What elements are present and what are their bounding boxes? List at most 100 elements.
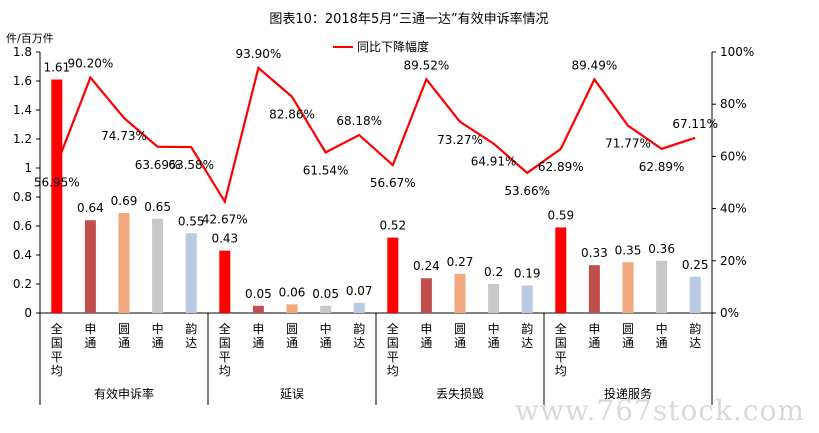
y-left-tick-label: 0.2: [13, 277, 32, 291]
bar: [185, 233, 197, 313]
category-label: 全国平均: [51, 321, 63, 378]
decline-label: 42.67%: [202, 213, 248, 227]
category-label: 申通: [420, 322, 432, 350]
category-label: 中通: [320, 321, 332, 350]
watermark: www.767stock.com: [514, 394, 805, 427]
bar: [252, 305, 264, 313]
decline-label: 61.54%: [303, 163, 349, 177]
bar-value-label: 0.52: [379, 219, 406, 233]
category-label: 中通: [488, 321, 500, 350]
y-left-tick-label: 1.2: [13, 132, 32, 146]
bar: [454, 273, 466, 313]
decline-label: 71.77%: [605, 137, 651, 151]
legend-label: 同比下降幅度: [357, 39, 429, 54]
group-label: 丢失损毁: [436, 386, 484, 401]
bar: [689, 276, 701, 313]
decline-label: 90.20%: [68, 57, 114, 71]
decline-label: 89.49%: [572, 58, 618, 72]
y-right-tick-label: 40%: [720, 202, 747, 216]
bar-value-label: 0.64: [77, 201, 104, 215]
bar: [51, 79, 63, 313]
y-right-tick-label: 60%: [720, 149, 747, 163]
category-label: 申通: [84, 322, 96, 350]
category-label: 圆通: [286, 322, 298, 350]
decline-label: 67.11%: [672, 117, 718, 131]
bar: [555, 227, 567, 313]
decline-label: 63.69%: [135, 158, 181, 172]
bar-value-label: 0.65: [144, 200, 171, 214]
category-label: 申通: [588, 322, 600, 350]
y-left-tick-label: 0.6: [13, 219, 32, 233]
y-left-tick-label: 0.4: [13, 248, 32, 262]
y-left-tick-label: 1.4: [13, 103, 32, 117]
category-label: 全国平均: [555, 321, 567, 378]
bar-value-label: 0.35: [615, 243, 642, 257]
category-label: 申通: [252, 322, 264, 350]
group-label: 延误: [280, 387, 304, 401]
y-left-tick-label: 0: [24, 306, 32, 320]
category-label: 中通: [656, 321, 668, 350]
bar: [152, 218, 164, 313]
y-left-tick-label: 1.8: [13, 45, 32, 59]
chart-title: 图表10：2018年5月“三通一达”有效申诉率情况: [269, 11, 548, 27]
category-label: 圆通: [622, 322, 634, 350]
y-right-tick-label: 80%: [720, 97, 747, 111]
bar-value-label: 1.61: [43, 61, 70, 75]
decline-line: [55, 65, 696, 205]
bar-value-label: 0.24: [413, 259, 440, 273]
bar-value-label: 0.59: [547, 208, 574, 222]
bar: [118, 212, 130, 313]
category-label: 中通: [152, 321, 164, 350]
decline-label: 73.27%: [437, 133, 483, 147]
y-right-tick-label: 0%: [720, 306, 739, 320]
decline-label: 53.66%: [504, 184, 550, 198]
y-right-tick-label: 100%: [720, 45, 754, 59]
bar: [84, 220, 96, 313]
category-label: 韵达: [353, 321, 365, 350]
bar: [219, 250, 231, 313]
category-label: 韵达: [689, 321, 701, 350]
bar-value-label: 0.33: [581, 246, 608, 260]
decline-label: 74.73%: [101, 129, 147, 143]
decline-label: 89.52%: [404, 58, 450, 72]
y-axis-label: 件/百万件: [6, 32, 54, 45]
bar-value-label: 0.05: [312, 287, 339, 301]
category-label: 韵达: [521, 321, 533, 350]
bar-value-label: 0.43: [211, 232, 238, 246]
bar-value-label: 0.05: [245, 287, 272, 301]
category-label: 圆通: [454, 322, 466, 350]
decline-label: 62.89%: [538, 160, 584, 174]
decline-label: 82.86%: [269, 108, 315, 122]
bar-value-label: 0.55: [178, 214, 205, 228]
bar-value-label: 0.27: [447, 255, 474, 269]
bar-value-label: 0.19: [514, 266, 541, 280]
bar: [521, 285, 533, 313]
bar: [286, 304, 298, 313]
decline-label: 93.90%: [236, 47, 282, 61]
y-left-tick-label: 1: [24, 161, 32, 175]
category-label: 全国平均: [219, 321, 231, 378]
bar: [656, 260, 668, 313]
bar-value-label: 0.2: [484, 265, 503, 279]
bar-value-label: 0.69: [111, 194, 138, 208]
bar-value-label: 0.07: [346, 284, 373, 298]
category-label: 韵达: [185, 321, 197, 350]
bar-value-label: 0.25: [682, 258, 709, 272]
bar: [588, 265, 600, 313]
bar: [387, 237, 399, 313]
y-left-tick-label: 0.8: [13, 190, 32, 204]
category-label: 圆通: [118, 322, 130, 350]
decline-label: 63.58%: [168, 158, 214, 172]
y-right-tick-label: 20%: [720, 254, 747, 268]
group-label: 有效申诉率: [94, 386, 154, 401]
bar: [353, 302, 365, 313]
bar: [420, 278, 432, 313]
bar: [622, 262, 634, 313]
decline-label: 56.95%: [34, 175, 80, 189]
decline-label: 62.89%: [639, 160, 685, 174]
decline-label: 64.91%: [471, 155, 517, 169]
y-left-tick-label: 1.6: [13, 74, 32, 88]
group-label: 投递服务: [604, 386, 652, 401]
bar: [488, 284, 500, 313]
